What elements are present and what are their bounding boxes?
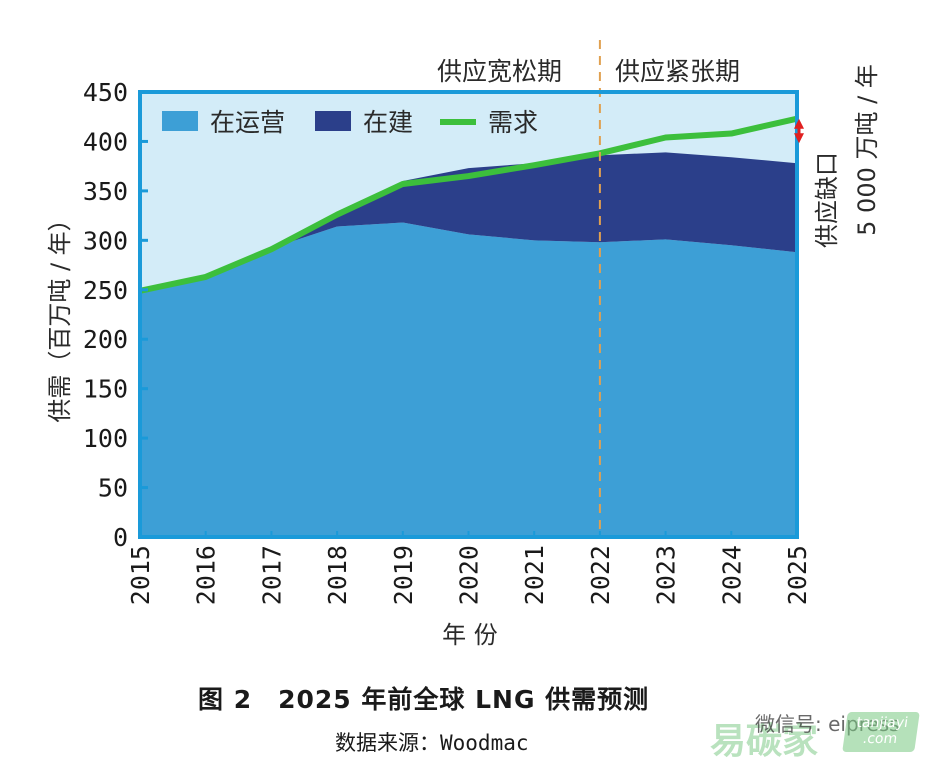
x-tick-label: 2016 (192, 545, 221, 605)
x-tick-label: 2025 (783, 545, 812, 605)
y-tick-label: 250 (83, 276, 128, 305)
x-tick-label: 2019 (389, 545, 418, 605)
x-tick-label: 2017 (257, 545, 286, 605)
legend-swatch-under-construction (315, 111, 351, 131)
period-left-label: 供应宽松期 (437, 57, 562, 86)
x-tick-label: 2018 (323, 545, 352, 605)
period-right-label: 供应紧张期 (615, 57, 740, 86)
watermark-site-badge: tanjiayi .com (842, 712, 920, 752)
y-tick-label: 350 (83, 177, 128, 206)
x-tick-label: 2022 (586, 545, 615, 605)
figure-title: 图 2 2025 年前全球 LNG 供需预测 (198, 680, 649, 716)
watermark-site-line1: tanjiayi (845, 715, 919, 731)
legend-swatch-demand (440, 119, 476, 125)
x-tick-label: 2021 (520, 545, 549, 605)
y-tick-label: 100 (83, 424, 128, 453)
watermark-site-line2: .com (843, 731, 917, 747)
area-operating (140, 223, 797, 537)
legend-swatch-operating (162, 111, 198, 131)
legend-label-operating: 在运营 (210, 108, 285, 137)
y-tick-label: 50 (98, 474, 128, 503)
x-tick-label: 2024 (717, 545, 746, 605)
x-axis: 2015 2016 2017 2018 2019 2020 2021 2022 2023 2024… (126, 531, 812, 605)
y-tick-label: 400 (83, 127, 128, 156)
x-tick-label: 2020 (455, 545, 484, 605)
y-tick-label: 300 (83, 226, 128, 255)
legend-label-demand: 需求 (488, 108, 538, 137)
gap-label-line1: 供应缺口 (813, 152, 841, 248)
y-axis-label: 供需（百万吨 / 年） (46, 207, 74, 422)
x-tick-label: 2015 (126, 545, 155, 605)
y-tick-label: 450 (83, 78, 128, 107)
y-tick-label: 200 (83, 325, 128, 354)
y-tick-label: 150 (83, 375, 128, 404)
gap-label-line2: 5 000 万吨 / 年 (853, 64, 881, 236)
legend-label-under-construction: 在建 (363, 108, 413, 137)
x-axis-label: 年 份 (442, 621, 498, 649)
x-tick-label: 2023 (652, 545, 681, 605)
data-source: 数据来源：Woodmac (335, 727, 529, 757)
